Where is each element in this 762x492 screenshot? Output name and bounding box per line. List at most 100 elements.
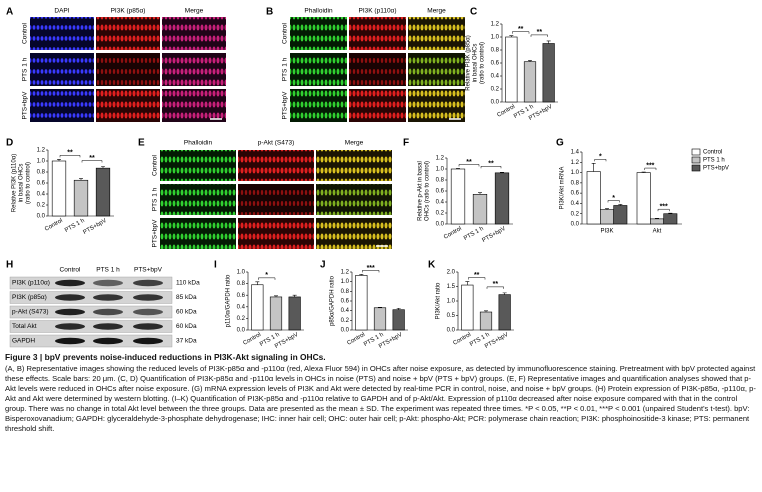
blot-band [93, 294, 123, 301]
y-tick-label: 0.0 [341, 328, 350, 334]
blot-band [55, 294, 85, 301]
error-bar [668, 212, 673, 214]
y-tick-label: 1.0 [491, 35, 500, 41]
bar [355, 275, 368, 331]
column-header: Merge [185, 8, 204, 15]
bar [95, 167, 111, 217]
y-tick-label: 0.2 [436, 211, 445, 217]
micrograph [290, 89, 347, 122]
micrograph [162, 17, 226, 50]
row-label: PTS 1 h [152, 187, 159, 211]
legend-label: PTS+bpV [703, 166, 729, 172]
bar [479, 311, 493, 331]
blot-band [133, 323, 163, 330]
significance-label: * [265, 272, 268, 279]
blot-band [133, 279, 163, 287]
significance-bracket [607, 200, 620, 203]
blot-band [133, 294, 163, 301]
blot-band [55, 279, 85, 287]
bar [542, 43, 555, 103]
micrograph [316, 184, 392, 215]
micrograph [290, 53, 347, 86]
micrograph [238, 184, 314, 215]
row-label: Control [282, 22, 289, 44]
y-tick-label: 0.4 [37, 192, 46, 198]
error-bar [274, 295, 278, 297]
significance-label: * [612, 195, 615, 202]
error-bar [484, 310, 488, 313]
panel-label: H [6, 260, 13, 271]
row-label: PTS+bpV [22, 91, 29, 120]
bar [73, 179, 89, 217]
size-label: 60 kDa [176, 309, 197, 316]
micrograph [238, 218, 314, 249]
micrograph [162, 89, 226, 122]
row-label: Control [22, 22, 29, 44]
micrograph [408, 89, 465, 122]
y-tick-label: 0.6 [341, 299, 350, 305]
error-bar [528, 60, 532, 62]
caption-text: (A, B) Representative images showing the… [5, 364, 756, 434]
significance-bracket [512, 31, 530, 34]
significance-bracket [480, 166, 502, 169]
bar [392, 309, 405, 331]
error-bar [509, 35, 514, 37]
y-tick-label: 1.0 [237, 270, 246, 276]
y-axis-label: OHCs (ratio to control) [425, 161, 431, 221]
y-tick-label: 0.4 [571, 201, 580, 207]
y-axis-label: Relative PI3K (p85α) [466, 35, 472, 91]
panel-label: A [6, 7, 13, 18]
blot-band [93, 279, 123, 287]
micrograph [349, 17, 406, 50]
micrograph [30, 17, 94, 50]
panel-label: D [6, 138, 13, 149]
x-tick-label: Control [44, 218, 64, 233]
size-label: 37 kDa [176, 338, 197, 345]
y-tick-label: 2.0 [447, 270, 456, 276]
y-tick-label: 0.0 [571, 222, 580, 228]
size-label: 110 kDa [176, 280, 200, 287]
significance-label: ** [537, 29, 543, 36]
y-tick-label: 1.5 [447, 284, 456, 290]
y-tick-label: 1.0 [571, 170, 580, 176]
y-tick-label: 0.4 [341, 308, 350, 314]
blot-band [133, 337, 163, 345]
bar [613, 205, 628, 225]
error-bar [500, 172, 504, 173]
error-bar [546, 40, 551, 44]
error-bar [478, 192, 482, 195]
y-tick-label: 0.0 [237, 328, 246, 334]
legend-label: PTS 1 h [703, 158, 725, 164]
protein-label: p-Akt (S473) [12, 309, 49, 316]
y-axis-label: PI3K/Akt mRNA [560, 167, 566, 210]
protein-label: GAPDH [12, 338, 35, 345]
column-header: Phalloidin [304, 8, 333, 15]
column-header: PI3K (p110α) [359, 8, 397, 15]
bar [505, 36, 518, 103]
significance-label: *** [646, 162, 654, 169]
y-axis-label: in basal OHCs [473, 44, 479, 83]
y-tick-label: 1.2 [37, 148, 46, 154]
panel-label: C [470, 7, 477, 18]
y-tick-label: 1.0 [436, 167, 445, 173]
panel-label: F [403, 138, 409, 149]
error-bar [591, 163, 596, 172]
y-axis-label: PI3K/Akt ratio [436, 282, 442, 319]
error-bar [456, 168, 460, 169]
significance-bracket [486, 286, 504, 289]
size-label: 60 kDa [176, 323, 197, 330]
micrograph [408, 17, 465, 50]
bar [288, 296, 301, 331]
blot-band [55, 308, 85, 316]
y-tick-label: 1.2 [436, 156, 445, 162]
significance-label: ** [493, 281, 499, 288]
row-label: PTS+bpV [152, 219, 159, 248]
size-label: 85 kDa [176, 294, 197, 301]
bar [269, 296, 283, 331]
significance-label: *** [660, 204, 668, 211]
y-tick-label: 0.4 [237, 304, 246, 310]
legend-label: Control [703, 150, 722, 156]
protein-label: PI3K (p85α) [12, 294, 47, 301]
error-bar [57, 159, 61, 161]
